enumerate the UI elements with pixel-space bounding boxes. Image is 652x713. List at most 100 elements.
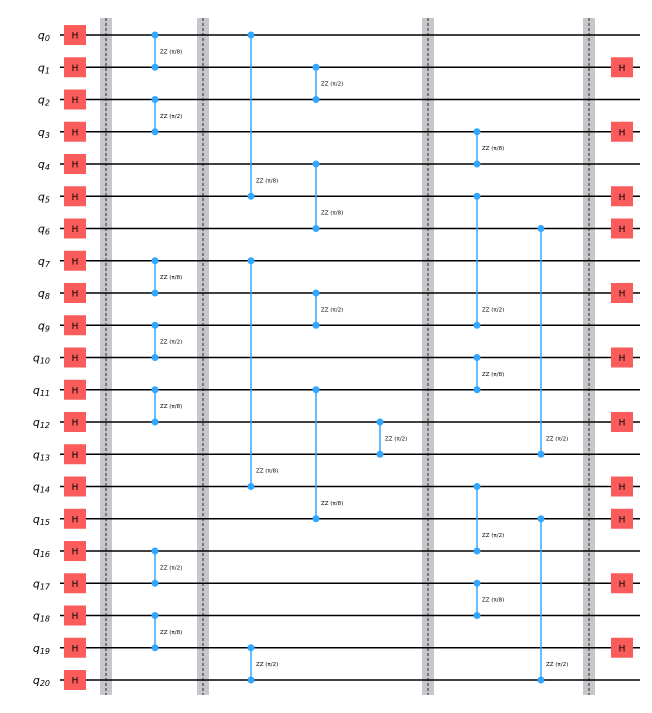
zz-gate-control <box>151 612 159 619</box>
zz-gate-label: ZZ (π/8) <box>482 146 504 152</box>
zz-gate-control <box>151 418 159 426</box>
h-gate <box>611 57 633 78</box>
qubit-label: q8 <box>38 287 50 301</box>
h-gate <box>64 444 86 465</box>
zz-gate-control <box>537 515 545 523</box>
qubit-label: q3 <box>38 126 50 140</box>
qubit-label: q19 <box>33 642 50 656</box>
h-gate-label: H <box>72 322 79 332</box>
h-gate <box>64 315 86 336</box>
zz-gate-control <box>312 289 320 297</box>
h-gate-label: H <box>72 644 79 654</box>
h-gate-label: H <box>619 128 626 138</box>
h-gate <box>611 121 633 142</box>
h-gate-label: H <box>72 451 79 461</box>
qubit-label: q9 <box>38 319 50 333</box>
zz-gate-control <box>473 386 481 394</box>
zz-gate-control <box>151 386 159 394</box>
qubit-label: q4 <box>38 158 50 172</box>
zz-gate-control <box>473 579 481 587</box>
h-gate-label: H <box>72 64 79 74</box>
h-gate-label: H <box>72 483 79 493</box>
zz-gate-label: ZZ (π/8) <box>160 275 182 281</box>
barrier <box>422 18 434 695</box>
h-gate <box>64 250 86 271</box>
h-gate-label: H <box>72 515 79 525</box>
zz-gate-control <box>247 192 255 200</box>
h-gate-label: H <box>619 193 626 203</box>
zz-gate-control <box>151 547 159 555</box>
zz-gate-control <box>247 257 255 265</box>
h-gate <box>64 508 86 529</box>
zz-gate-control <box>247 31 255 39</box>
zz-gate-control <box>151 96 159 103</box>
h-gate <box>64 218 86 239</box>
h-gate <box>64 283 86 303</box>
h-gate <box>64 121 86 142</box>
h-gate-label: H <box>619 225 626 235</box>
zz-gate-label: ZZ (π/2) <box>256 662 278 668</box>
h-gate <box>64 412 86 432</box>
h-gate-label: H <box>619 419 626 429</box>
zz-gate-control <box>473 354 481 361</box>
h-gate <box>611 283 633 303</box>
qubit-label: q17 <box>33 577 51 591</box>
qubit-label: q1 <box>38 61 50 75</box>
zz-gate-control <box>312 225 320 232</box>
h-gate-label: H <box>72 290 79 300</box>
zz-gate-label: ZZ (π/8) <box>256 469 278 475</box>
qubit-label: q13 <box>33 448 50 462</box>
h-gate <box>64 573 86 594</box>
zz-gate-control <box>151 289 159 297</box>
h-gate <box>611 508 633 529</box>
qubit-label: q10 <box>33 352 50 366</box>
qubit-label: q15 <box>33 513 50 527</box>
h-gate-label: H <box>72 677 79 687</box>
zz-gate-control <box>247 644 255 652</box>
h-gate <box>611 573 633 594</box>
zz-gate-label: ZZ (π/8) <box>160 630 182 636</box>
zz-gate-control <box>247 483 255 490</box>
barrier <box>197 18 209 695</box>
qubit-label: q14 <box>33 481 50 495</box>
zz-gate-control <box>312 96 320 103</box>
zz-gate-label: ZZ (π/8) <box>482 598 504 604</box>
zz-gate-control <box>473 483 481 490</box>
zz-gate-control <box>312 160 320 168</box>
h-gate <box>64 379 86 400</box>
qubit-label: q6 <box>38 223 50 237</box>
h-gate <box>64 605 86 626</box>
h-gate-label: H <box>72 32 79 42</box>
zz-gate-control <box>312 515 320 523</box>
h-gate <box>64 154 86 174</box>
h-gate-label: H <box>72 161 79 171</box>
h-gate-label: H <box>72 128 79 138</box>
zz-gate-control <box>473 192 481 200</box>
qubit-label: q11 <box>33 384 50 398</box>
zz-gate-control <box>473 547 481 555</box>
zz-gate-control <box>473 128 481 136</box>
zz-gate-label: ZZ (π/8) <box>482 372 504 378</box>
h-gate-label: H <box>72 96 79 106</box>
zz-gate-label: ZZ (π/2) <box>160 340 182 346</box>
h-gate-label: H <box>72 257 79 267</box>
zz-gate-label: ZZ (π/8) <box>160 404 182 410</box>
zz-gate-control <box>473 160 481 168</box>
qubit-label: q5 <box>38 190 50 204</box>
zz-gate-control <box>247 676 255 684</box>
h-gate-label: H <box>72 612 79 622</box>
h-gate-label: H <box>619 483 626 493</box>
zz-gate-label: ZZ (π/8) <box>321 501 343 507</box>
qubit-label: q16 <box>33 545 50 559</box>
h-gate <box>611 218 633 239</box>
zz-gate-control <box>537 676 545 684</box>
h-gate-label: H <box>72 225 79 235</box>
zz-gate-label: ZZ (π/2) <box>546 662 568 668</box>
zz-gate-label: ZZ (π/8) <box>321 211 343 217</box>
zz-gate-control <box>151 321 159 329</box>
h-gate <box>64 25 86 45</box>
zz-gate-control <box>376 450 384 458</box>
barrier <box>583 18 595 695</box>
